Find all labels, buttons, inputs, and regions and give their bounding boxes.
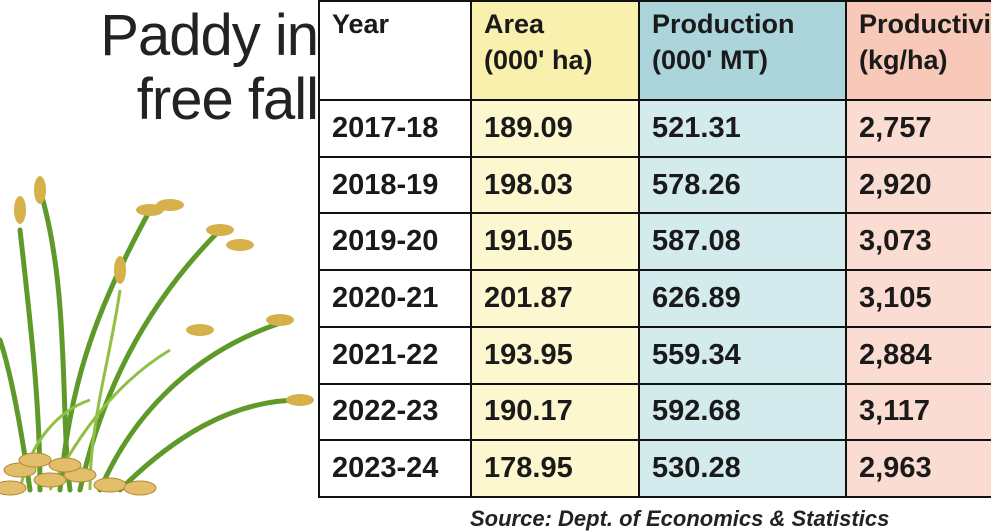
table-row: 2020-21 201.87 626.89 3,105	[318, 269, 991, 328]
table-cell: 2017-18	[318, 99, 472, 158]
table-cell: 521.31	[638, 99, 847, 158]
table-row: 2018-19 198.03 578.26 2,920	[318, 155, 991, 215]
table-cell: 578.26	[638, 155, 847, 215]
header-label: Year	[332, 9, 390, 39]
table-cell: 587.08	[638, 212, 847, 272]
table-row: 2017-18 189.09 521.31 2,757	[318, 99, 991, 158]
column-header: Year	[318, 0, 472, 101]
table-row: 2023-24 178.95 530.28 2,963	[318, 439, 991, 498]
table-cell: 3,105	[845, 269, 991, 328]
header-unit: (kg/ha)	[859, 45, 948, 75]
column-header: Productivity (kg/ha)	[845, 0, 991, 101]
table-cell: 191.05	[470, 212, 640, 272]
header-label: Productivity	[859, 9, 991, 39]
column-header: Production (000' MT)	[638, 0, 847, 101]
table-cell: 2,884	[845, 325, 991, 385]
table-row: 2022-23 190.17 592.68 3,117	[318, 382, 991, 442]
table-cell: 626.89	[638, 269, 847, 328]
table-cell: 3,117	[845, 382, 991, 442]
table-cell: 530.28	[638, 439, 847, 498]
table-row: 2021-22 193.95 559.34 2,884	[318, 325, 991, 385]
table-cell: 2021-22	[318, 325, 472, 385]
table-cell: 2,757	[845, 99, 991, 158]
header-unit: (000' ha)	[484, 45, 593, 75]
header-label: Production	[652, 9, 795, 39]
table-cell: 2,963	[845, 439, 991, 498]
table-cell: 178.95	[470, 439, 640, 498]
header-row: Year Area (000' ha) Production (000' MT) Prod…	[318, 0, 991, 101]
table-cell: 201.87	[470, 269, 640, 328]
title: Paddy in free fall	[100, 3, 319, 132]
header-label: Area	[484, 9, 545, 39]
rice-illustration	[0, 176, 314, 496]
table-cell: 190.17	[470, 382, 640, 442]
column-header: Area (000' ha)	[470, 0, 640, 101]
table-cell: 559.34	[638, 325, 847, 385]
table-cell: 189.09	[470, 99, 640, 158]
data-table: Year Area (000' ha) Production (000' MT) Prod…	[318, 0, 991, 498]
header-unit: (000' MT)	[652, 45, 768, 75]
table-cell: 3,073	[845, 212, 991, 272]
table-cell: 198.03	[470, 155, 640, 215]
table-cell: 2022-23	[318, 382, 472, 442]
table-cell: 2019-20	[318, 212, 472, 272]
table-cell: 2,920	[845, 155, 991, 215]
table-cell: 193.95	[470, 325, 640, 385]
table-cell: 2018-19	[318, 155, 472, 215]
title-line: Paddy in	[100, 3, 319, 68]
table-cell: 592.68	[638, 382, 847, 442]
title-line: free fall	[136, 67, 319, 132]
source-note: Source: Dept. of Economics & Statistics	[470, 506, 890, 531]
table-row: 2019-20 191.05 587.08 3,073	[318, 212, 991, 272]
table-cell: 2020-21	[318, 269, 472, 328]
table-cell: 2023-24	[318, 439, 472, 498]
